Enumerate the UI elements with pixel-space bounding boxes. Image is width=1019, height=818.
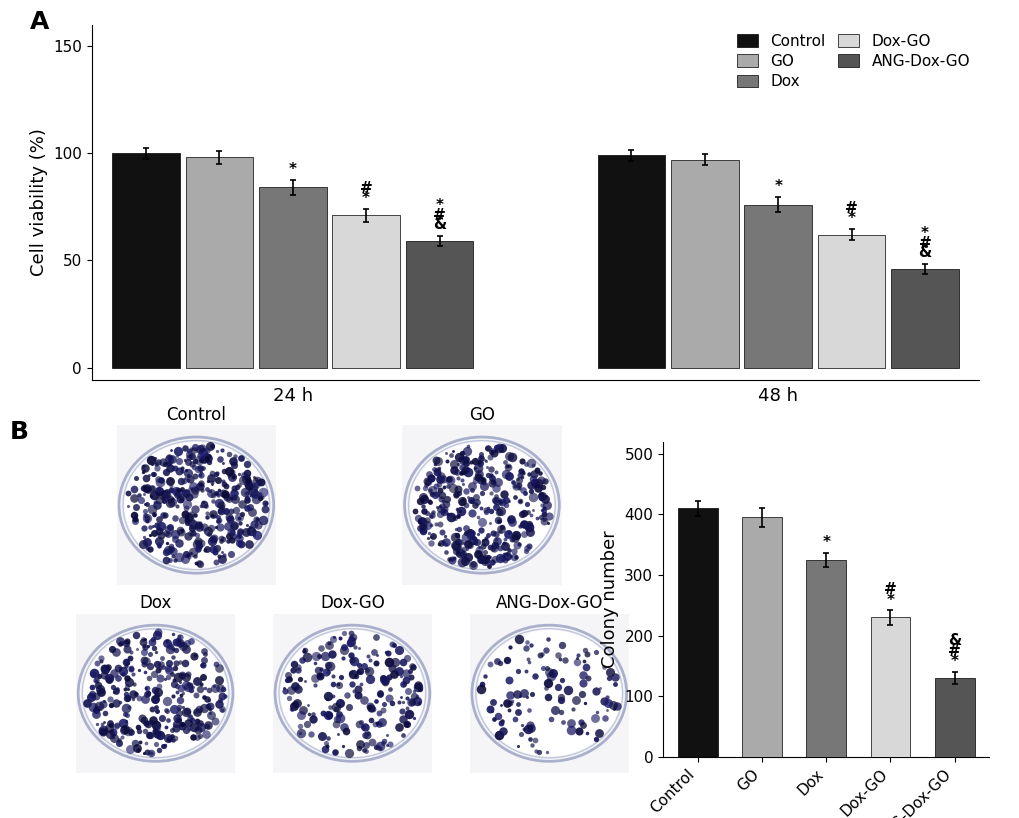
Text: #: #	[948, 644, 960, 658]
Bar	[259, 187, 326, 367]
Text: #: #	[845, 201, 857, 217]
Title: Control: Control	[166, 406, 226, 424]
Text: *: *	[920, 226, 928, 241]
Bar	[406, 241, 473, 367]
Ellipse shape	[124, 442, 268, 569]
Bar	[869, 618, 909, 757]
Text: *: *	[950, 654, 958, 669]
Bar	[805, 560, 846, 757]
Legend: Control, GO, Dox, Dox-GO, ANG-Dox-GO: Control, GO, Dox, Dox-GO, ANG-Dox-GO	[730, 28, 975, 96]
Bar	[185, 157, 253, 367]
Bar	[112, 153, 179, 367]
Bar	[933, 678, 973, 757]
Bar	[891, 269, 958, 367]
Ellipse shape	[410, 442, 553, 569]
Text: &: &	[917, 245, 930, 260]
Text: *: *	[362, 191, 370, 205]
Bar	[671, 160, 738, 367]
Title: Dox-GO: Dox-GO	[320, 594, 384, 612]
Text: #: #	[360, 181, 372, 196]
Bar	[597, 155, 664, 367]
Text: #: #	[918, 236, 930, 250]
Bar	[744, 204, 811, 367]
Text: *: *	[288, 162, 297, 177]
Ellipse shape	[280, 630, 424, 757]
Text: &: &	[947, 632, 960, 648]
Y-axis label: Cell viability (%): Cell viability (%)	[30, 128, 48, 276]
Text: B: B	[10, 420, 30, 443]
Text: *: *	[886, 593, 894, 608]
Bar	[817, 235, 884, 367]
Text: *: *	[847, 211, 855, 226]
Title: GO: GO	[469, 406, 494, 424]
Text: &: &	[432, 218, 445, 232]
Text: *: *	[821, 535, 829, 551]
Text: *: *	[773, 179, 782, 194]
Text: #: #	[883, 582, 896, 597]
Title: Dox: Dox	[140, 594, 171, 612]
Text: *: *	[435, 198, 443, 213]
Y-axis label: Colony number: Colony number	[600, 530, 619, 668]
Bar	[332, 215, 399, 367]
Bar	[742, 518, 782, 757]
Ellipse shape	[84, 630, 227, 757]
Text: 48 h: 48 h	[757, 387, 798, 405]
Text: A: A	[30, 11, 49, 34]
Text: #: #	[433, 208, 445, 222]
Title: ANG-Dox-GO: ANG-Dox-GO	[495, 594, 602, 612]
Ellipse shape	[477, 630, 621, 757]
Text: 24 h: 24 h	[272, 387, 313, 405]
Bar	[678, 508, 717, 757]
